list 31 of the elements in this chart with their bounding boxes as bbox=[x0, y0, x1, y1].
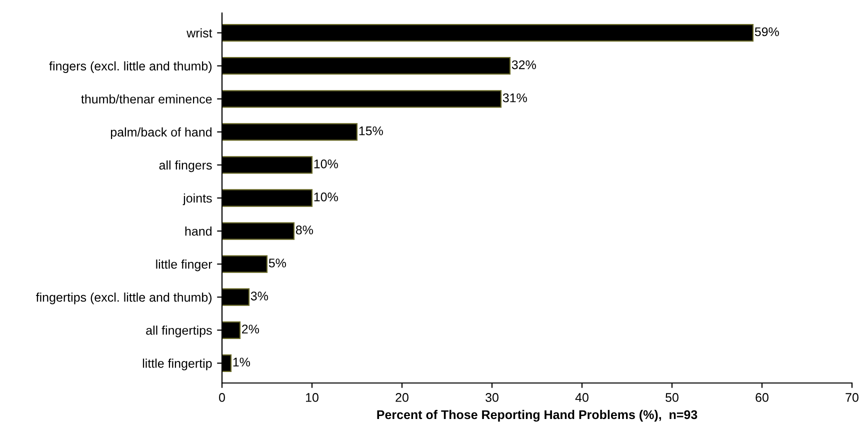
x-tick-label: 20 bbox=[396, 393, 408, 402]
data-label: 10% bbox=[314, 159, 338, 168]
data-label: 10% bbox=[314, 192, 338, 202]
y-tick-label: little finger bbox=[156, 260, 212, 272]
y-tick-label: wrist bbox=[186, 28, 212, 38]
x-tick-label: 70 bbox=[846, 393, 858, 402]
x-tick-label: 50 bbox=[666, 393, 678, 402]
data-label: 5% bbox=[268, 258, 286, 268]
y-tick-label: thumb/thenar eminence bbox=[81, 94, 212, 104]
data-label: 2% bbox=[242, 324, 260, 334]
x-tick-label: 60 bbox=[756, 393, 768, 402]
data-label: 59% bbox=[754, 27, 779, 36]
data-label: 8% bbox=[296, 226, 314, 234]
data-label: 32% bbox=[512, 60, 536, 70]
data-label: 3% bbox=[250, 292, 268, 300]
y-tick-label: all fingertips bbox=[146, 326, 212, 338]
x-tick-label: 10 bbox=[306, 393, 318, 402]
y-tick-label: hand bbox=[185, 226, 212, 236]
y-tick-label: fingers (excl. little and thumb) bbox=[49, 61, 212, 73]
data-label: 1% bbox=[233, 358, 250, 366]
y-tick-label: palm/back of hand bbox=[110, 127, 212, 140]
data-label: 31% bbox=[502, 93, 527, 102]
y-tick-label: all fingers bbox=[159, 160, 212, 172]
x-tick-label: 30 bbox=[486, 393, 498, 402]
y-tick-label: fingertips (excl. little and thumb) bbox=[36, 292, 212, 304]
x-tick-label: 40 bbox=[575, 393, 588, 402]
data-label: 15% bbox=[359, 126, 383, 136]
y-tick-label: joints bbox=[182, 193, 212, 206]
x-tick-label: 0 bbox=[219, 393, 225, 402]
y-tick-label: little fingertip bbox=[142, 358, 212, 370]
x-axis-title: Percent of Those Reporting Hand Problems (%), n=93 bbox=[377, 410, 698, 422]
